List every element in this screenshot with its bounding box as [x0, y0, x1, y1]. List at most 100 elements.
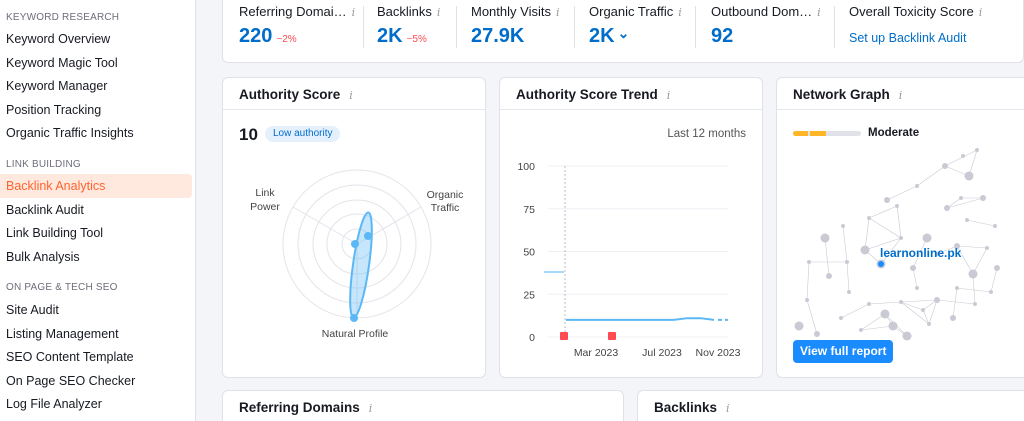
info-icon[interactable]: i [898, 89, 903, 102]
card-title: Network Graph [793, 87, 890, 102]
network-node [915, 286, 919, 290]
card-title: Authority Score Trend [516, 87, 658, 102]
sidebar-item-position-tracking[interactable]: Position Tracking [6, 103, 102, 117]
network-edge [900, 299, 938, 303]
info-icon[interactable]: i [726, 402, 730, 415]
x-tick-label: Mar 2023 [574, 347, 619, 359]
sidebar-item-keyword-magic-tool[interactable]: Keyword Magic Tool [6, 56, 118, 70]
network-node [880, 309, 890, 319]
sidebar-item-bulk-analysis[interactable]: Bulk Analysis [6, 250, 80, 264]
sidebar-item-site-audit[interactable]: Site Audit [6, 303, 59, 317]
network-node [839, 316, 843, 320]
referring-domains-card: Referring Domains i [222, 390, 624, 421]
sidebar-item-keyword-manager[interactable]: Keyword Manager [6, 79, 108, 93]
network-edge [860, 325, 894, 331]
network-edge [864, 217, 870, 251]
network-edge [956, 245, 974, 275]
sidebar-item-seo-content-template[interactable]: SEO Content Template [6, 350, 134, 364]
network-node [980, 195, 986, 201]
metric-monthly-visits[interactable]: Monthly Visits i 27.9K [471, 4, 560, 52]
sidebar-item-backlink-analytics[interactable]: Backlink Analytics [0, 174, 192, 198]
network-edge [956, 245, 988, 249]
authority-score-value: 10 [239, 125, 258, 144]
network-node [934, 297, 940, 303]
sidebar-item-log-file-analyzer[interactable]: Log File Analyzer [6, 397, 102, 411]
network-edge [946, 197, 984, 209]
info-icon[interactable]: i [349, 89, 353, 102]
y-tick-label: 0 [529, 332, 535, 344]
network-level-gauge [793, 131, 861, 136]
network-node [895, 204, 899, 208]
card-title: Referring Domains [239, 400, 360, 415]
sidebar-item-backlink-audit[interactable]: Backlink Audit [6, 203, 84, 217]
sidebar-item-link-building-tool[interactable]: Link Building Tool [6, 226, 104, 240]
network-domain-label[interactable]: learnonline.pk [880, 246, 962, 260]
axis-label-natural-profile: Natural Profile [322, 328, 389, 340]
network-node [985, 246, 989, 250]
network-edge [864, 237, 902, 251]
axis-label-link-power: Power [250, 201, 280, 213]
authority-trend-card: Authority Score Trend i Last 12 months 10… [499, 77, 763, 378]
network-node [888, 321, 898, 331]
network-node [989, 290, 993, 294]
network-node [814, 331, 820, 337]
info-icon[interactable]: i [436, 6, 441, 19]
metric-value[interactable]: 2K [589, 25, 615, 47]
network-edge [900, 301, 930, 325]
metric-value[interactable]: 27.9K [471, 25, 525, 47]
network-node [910, 265, 916, 271]
sidebar-item-keyword-overview[interactable]: Keyword Overview [6, 32, 111, 46]
network-edge [922, 309, 930, 325]
network-node-center [878, 261, 884, 267]
setup-backlink-audit-link[interactable]: Set up Backlink Audit [849, 31, 967, 45]
info-icon[interactable]: i [368, 402, 373, 415]
network-node [807, 260, 811, 264]
metric-value[interactable]: 220 [239, 25, 273, 47]
view-full-report-button[interactable]: View full report [793, 340, 894, 363]
metric-label: Organic Traffic [589, 4, 674, 19]
network-edge [840, 303, 870, 319]
sidebar-item-listing-management[interactable]: Listing Management [6, 327, 119, 341]
metric-label: Referring Domai… [239, 4, 347, 19]
metric-label: Backlinks [377, 4, 432, 19]
network-node [867, 302, 871, 306]
sidebar-item-on-page-seo-checker[interactable]: On Page SEO Checker [6, 374, 136, 388]
metric-label: Outbound Dom… [711, 4, 813, 19]
network-node [975, 148, 979, 152]
network-node [805, 298, 809, 302]
network-node [841, 224, 845, 228]
metric-referring-domains[interactable]: Referring Domai… i 220 −2% [239, 4, 355, 52]
metric-value[interactable]: 2K [377, 25, 403, 47]
divider [363, 6, 364, 48]
network-edge [886, 185, 918, 201]
network-edge [842, 225, 848, 263]
info-icon[interactable]: i [978, 6, 983, 19]
network-graph-card: Network Graph i Moderate learnonline.pk V… [776, 77, 1024, 378]
network-edge [900, 301, 924, 311]
info-icon[interactable]: i [678, 6, 682, 19]
info-icon[interactable]: i [351, 6, 356, 19]
info-icon[interactable]: i [666, 89, 671, 102]
metric-value[interactable]: 92 [711, 25, 734, 47]
chevron-down-icon[interactable]: ⌄ [617, 25, 630, 41]
network-edge [912, 267, 918, 289]
sidebar-item-organic-traffic-insights[interactable]: Organic Traffic Insights [6, 126, 134, 140]
event-marker [608, 332, 616, 340]
network-edge [968, 149, 978, 177]
network-edge [860, 313, 886, 331]
network-node [860, 245, 870, 255]
x-tick-label: Nov 2023 [696, 347, 741, 359]
metric-backlinks[interactable]: Backlinks i 2K −5% [377, 4, 440, 52]
network-edge [868, 301, 902, 305]
network-node [847, 290, 851, 294]
metric-outbound-domains[interactable]: Outbound Dom… i 92 [711, 4, 821, 52]
divider [500, 109, 762, 110]
network-node [961, 154, 965, 158]
info-icon[interactable]: i [555, 6, 560, 19]
network-edge [944, 149, 978, 167]
network-node [915, 184, 919, 188]
info-icon[interactable]: i [817, 6, 821, 19]
divider [834, 6, 835, 48]
network-graph[interactable] [777, 78, 1024, 378]
metric-organic-traffic[interactable]: Organic Traffic i 2K ⌄ [589, 4, 682, 52]
